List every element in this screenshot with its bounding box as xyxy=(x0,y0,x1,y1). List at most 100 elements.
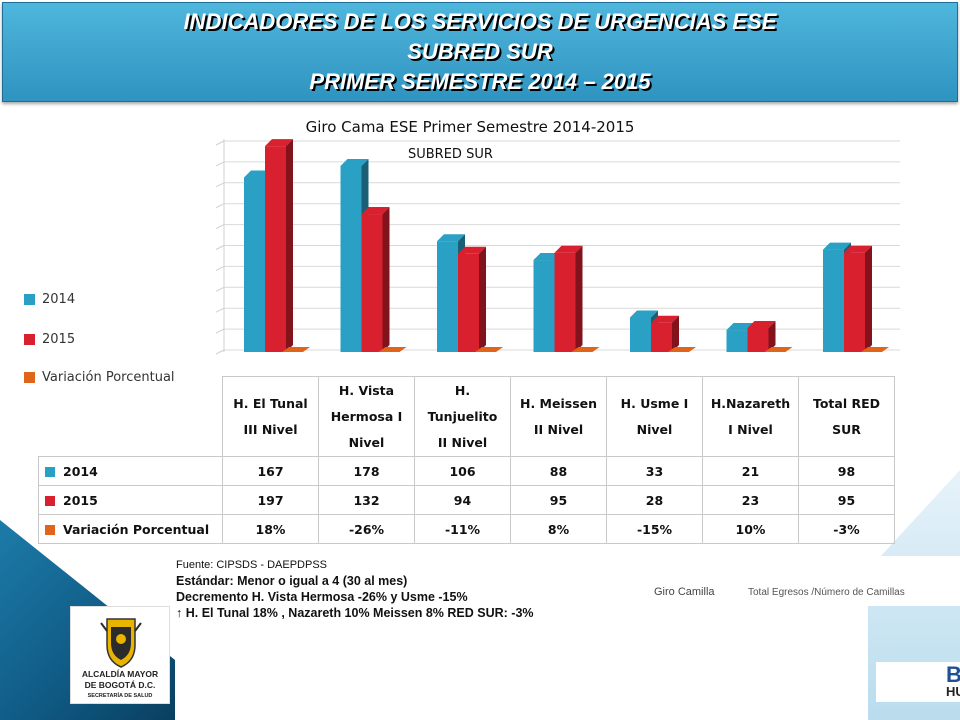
bar-variacion xyxy=(282,347,310,352)
bar-2015-side xyxy=(382,207,390,352)
bar-2014-front xyxy=(437,241,458,352)
table-column-header: H. Meissen II Nivel xyxy=(510,376,607,457)
bar-2014-top xyxy=(340,158,369,166)
bar-2015 xyxy=(651,315,679,352)
bar-2015-front xyxy=(844,252,865,352)
logo-line-1: ALCALDÍA MAYOR xyxy=(81,669,159,679)
legend-item-2014: 2014 xyxy=(24,292,75,307)
bar-2015-top xyxy=(361,207,390,215)
table-cell: 23 xyxy=(702,485,799,515)
bar-2014-front xyxy=(823,249,844,352)
bar-variacion xyxy=(378,347,407,352)
bar-2015 xyxy=(361,207,390,352)
bar-2015-side xyxy=(286,139,293,352)
table-cell: -26% xyxy=(318,514,415,544)
table-cell: 33 xyxy=(606,456,703,486)
note-source: Fuente: CIPSDS - DAEPDPSS xyxy=(176,559,327,571)
legend-item-variacion: Variación Porcentual xyxy=(24,370,175,385)
legend-item-2015: 2015 xyxy=(24,332,75,347)
gridline-tick xyxy=(215,265,225,271)
legend-label-variacion: Variación Porcentual xyxy=(42,370,175,385)
bar-2015-front xyxy=(361,214,383,352)
bar-2014 xyxy=(533,253,562,352)
bar-variacion xyxy=(475,347,503,352)
table-cell: 21 xyxy=(702,456,799,486)
table-column-header: Total RED SUR xyxy=(798,376,895,457)
bar-2014-side xyxy=(458,234,465,352)
bar-2014-front xyxy=(244,177,265,352)
bar-2015-side xyxy=(479,246,486,352)
bar-2015-side xyxy=(768,320,776,352)
bar-2015-front xyxy=(651,322,672,352)
bar-2014-side xyxy=(265,170,272,352)
legend-label-2014: 2014 xyxy=(42,292,76,307)
table-cell: 132 xyxy=(318,485,415,515)
bar-2014-top xyxy=(630,310,658,318)
bar-2014-top xyxy=(437,234,465,242)
banner-line-2: SUBRED SUR xyxy=(407,39,553,64)
bar-variacion-top xyxy=(282,347,310,352)
bar-2015-top xyxy=(651,315,679,323)
bar-2015-front xyxy=(747,327,769,352)
table-column-header: H. Usme I Nivel xyxy=(606,376,703,457)
table-cell: 28 xyxy=(606,485,703,515)
banner-line-1: INDICADORES DE LOS SERVICIOS DE URGENCIA… xyxy=(183,9,777,34)
bar-2015-top xyxy=(458,246,486,254)
gridline-tick xyxy=(215,224,225,230)
table-cell: 106 xyxy=(414,456,511,486)
brand-logo: BO HU xyxy=(876,662,960,702)
bar-2015-top xyxy=(554,245,583,253)
alcaldia-logo: ALCALDÍA MAYOR DE BOGOTÁ D.C. SECRETARÍA… xyxy=(70,606,170,704)
gridline-tick xyxy=(215,161,225,167)
gridline-tick xyxy=(215,245,225,250)
table-cell: 98 xyxy=(798,456,895,486)
title-banner: INDICADORES DE LOS SERVICIOS DE URGENCIA… xyxy=(2,2,958,102)
gridline-tick xyxy=(215,328,225,334)
table-header-row: H. El Tunal III Nivel H. Vista Hermosa I Niv… xyxy=(39,376,895,457)
legend-swatch-variacion xyxy=(24,372,35,383)
bar-2015 xyxy=(844,245,872,352)
bar-variacion xyxy=(571,347,600,352)
bar-2014-side xyxy=(554,253,562,352)
legend-swatch-2014 xyxy=(24,294,35,305)
table-column-header: H. El Tunal III Nivel xyxy=(222,376,319,457)
table-row-label: Variación Porcentual xyxy=(38,514,223,544)
formula-definition: Total Egresos /Número de Camillas xyxy=(748,587,905,598)
table-row: 2015 197 132 94 95 28 23 95 xyxy=(38,485,895,515)
table-row: 2014 167 178 106 88 33 21 98 xyxy=(38,456,895,486)
banner-line-3: PRIMER SEMESTRE 2014 – 2015 xyxy=(309,69,651,94)
bar-2014 xyxy=(823,242,851,352)
gridline-tick xyxy=(215,349,225,355)
table-cell: 95 xyxy=(798,485,895,515)
bar-2014-top xyxy=(533,253,562,261)
gridline-tick xyxy=(215,286,225,292)
bar-2014-side xyxy=(361,158,369,352)
table-cell: 88 xyxy=(510,456,607,486)
gridline-tick xyxy=(215,140,225,146)
bar-2014 xyxy=(630,310,658,352)
table-column-header: H. Vista Hermosa I Nivel xyxy=(318,376,415,457)
bar-2014-side xyxy=(747,323,755,352)
bar-2014-front xyxy=(533,260,555,352)
bar-2015-top xyxy=(747,320,776,328)
formula-box: Giro Camilla Total Egresos /Número de Ca… xyxy=(624,556,960,606)
bar-2014-side xyxy=(844,242,851,352)
logo-line-2: DE BOGOTÁ D.C. xyxy=(84,680,156,690)
bar-2014-front xyxy=(630,317,651,352)
bar-2014 xyxy=(437,234,465,352)
bar-2015-front xyxy=(554,252,576,352)
bar-2015-front xyxy=(458,253,479,352)
notes-block: Fuente: CIPSDS - DAEPDPSS Estándar: Meno… xyxy=(176,557,534,621)
table-cell: 18% xyxy=(222,514,319,544)
table-cell: 10% xyxy=(702,514,799,544)
bar-2015-side xyxy=(672,315,679,352)
bar-2014 xyxy=(244,170,272,352)
brand-line-1: BO xyxy=(946,662,960,687)
bar-2014-side xyxy=(651,310,658,352)
legend-label-2015: 2015 xyxy=(42,332,76,347)
table-row-label: 2014 xyxy=(38,456,223,486)
bar-2015-side xyxy=(575,245,583,352)
bar-2014-front xyxy=(340,165,362,352)
bar-2015-front xyxy=(265,146,286,352)
chart-title: Giro Cama ESE Primer Semestre 2014-2015 xyxy=(305,118,635,136)
